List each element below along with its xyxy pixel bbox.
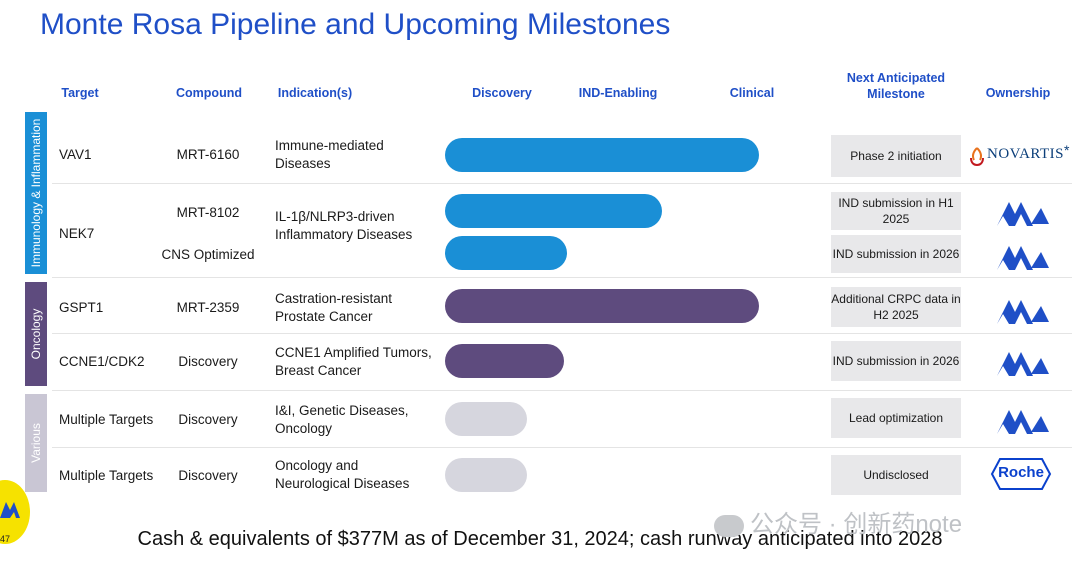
- progress-bar: [445, 402, 527, 436]
- row-compound: Discovery: [178, 354, 238, 369]
- row-compound: MRT-6160: [176, 147, 240, 162]
- monte-rosa-logo: [997, 292, 1049, 326]
- row-target: Multiple Targets: [59, 412, 154, 427]
- progress-bar: [445, 236, 567, 270]
- footer-note: Cash & equivalents of $377M as of Decemb…: [137, 528, 943, 550]
- header-ownership: Ownership: [985, 86, 1051, 100]
- header-indication: Indication(s): [277, 86, 353, 100]
- group-immunology: Immunology & Inflammation: [25, 112, 47, 274]
- page-title: Monte Rosa Pipeline and Upcoming Milesto…: [40, 8, 671, 41]
- group-oncology: Oncology: [25, 282, 47, 386]
- row-target: NEK7: [59, 226, 95, 241]
- row-target: CCNE1/CDK2: [59, 354, 145, 369]
- row-indication: Oncology and Neurological Diseases: [275, 458, 410, 491]
- milestone-cell: IND submission in H1 2025: [831, 192, 961, 230]
- row-indication: CCNE1 Amplified Tumors, Breast Cancer: [275, 345, 432, 378]
- novartis-flame-icon: [970, 147, 984, 166]
- row-compound: MRT-8102: [176, 205, 240, 220]
- group-various: Various: [25, 394, 47, 492]
- milestone-cell: IND submission in 2026: [831, 341, 961, 381]
- header-milestone: Next Anticipated Milestone: [846, 71, 946, 101]
- monte-rosa-badge-icon: [0, 502, 20, 518]
- monte-rosa-logo: [997, 344, 1049, 378]
- page-number: 47: [0, 534, 11, 544]
- progress-bar: [445, 458, 527, 492]
- row-compound: Discovery: [178, 468, 238, 483]
- row-compound: Discovery: [178, 412, 238, 427]
- milestone-cell: IND submission in 2026: [831, 235, 961, 273]
- watermark: 公众号 · 创新药note: [714, 504, 962, 539]
- row-target: VAV1: [59, 147, 92, 162]
- monte-rosa-logo: [997, 402, 1049, 436]
- row-indication: I&I, Genetic Diseases, Oncology: [275, 403, 409, 436]
- wechat-icon: [714, 514, 744, 537]
- milestone-cell: Additional CRPC data in H2 2025: [831, 287, 961, 327]
- row-indication: IL-1β/NLRP3-driven Inflammatory Diseases: [275, 209, 413, 242]
- row-target: GSPT1: [59, 300, 104, 315]
- progress-bar: [445, 194, 662, 228]
- row-divider: [52, 277, 1072, 278]
- row-indication: Castration-resistant Prostate Cancer: [275, 291, 393, 324]
- row-divider: [52, 447, 1072, 448]
- header-target: Target: [61, 86, 99, 100]
- progress-bar: [445, 344, 564, 378]
- header-discovery: Discovery: [472, 86, 532, 100]
- row-target: Multiple Targets: [59, 468, 154, 483]
- header-ind-enabling: IND-Enabling: [578, 86, 658, 100]
- monte-rosa-logo: [997, 194, 1049, 228]
- progress-bar: [445, 289, 759, 323]
- row-divider: [52, 333, 1072, 334]
- milestone-cell: Undisclosed: [831, 455, 961, 495]
- header-clinical: Clinical: [729, 86, 775, 100]
- row-divider: [52, 183, 1072, 184]
- milestone-cell: Phase 2 initiation: [831, 135, 961, 177]
- roche-logo: Roche: [990, 457, 1052, 491]
- row-divider: [52, 390, 1072, 391]
- row-indication: Immune-mediated Diseases: [275, 138, 384, 171]
- milestone-cell: Lead optimization: [831, 398, 961, 438]
- monte-rosa-logo: [997, 238, 1049, 272]
- progress-bar: [445, 138, 759, 172]
- novartis-logo: NOVARTIS *: [968, 142, 1076, 166]
- row-compound: MRT-2359: [176, 300, 240, 315]
- header-compound: Compound: [176, 86, 242, 100]
- row-compound: CNS Optimized: [161, 247, 255, 262]
